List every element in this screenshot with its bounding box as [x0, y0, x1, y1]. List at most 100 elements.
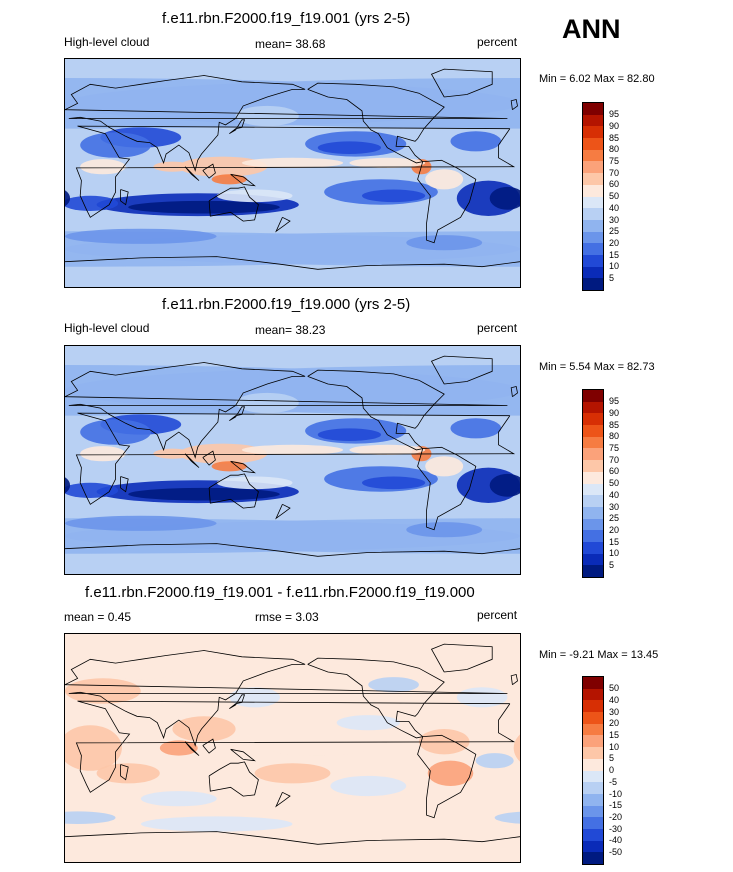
coastline	[75, 700, 516, 793]
field-contour	[80, 159, 126, 175]
colorbar-tick-label: 5	[609, 273, 615, 283]
season-label: ANN	[562, 14, 621, 44]
coastline	[65, 256, 520, 270]
colorbar-tick-label: 70	[609, 167, 620, 178]
field-contour	[211, 461, 247, 472]
field-contour	[489, 473, 520, 497]
coastline	[184, 166, 200, 181]
panel3-minmax: Min = -9.21 Max = 13.45	[539, 649, 659, 661]
field-contour	[241, 444, 344, 455]
colorbar-tick-label: 75	[609, 156, 620, 166]
coastline	[75, 125, 516, 218]
colorbar-tick-label: -5	[609, 776, 618, 787]
colorbar-swatch	[583, 723, 603, 736]
colorbar-tick-label: 50	[609, 191, 620, 202]
colorbar-tick-label: 15	[609, 249, 620, 260]
colorbar-swatch	[583, 184, 603, 197]
colorbar-tick-label: 95	[609, 396, 620, 407]
field-contour	[159, 740, 198, 756]
colorbar-swatch	[583, 161, 603, 174]
field-contour	[349, 157, 426, 168]
colorbar-tick-label: 10	[609, 261, 620, 272]
field-contour	[406, 522, 483, 538]
field-contour	[140, 791, 217, 807]
colorbar-swatch	[583, 817, 603, 829]
colorbar-swatch	[583, 530, 603, 542]
colorbar-swatch	[583, 448, 603, 461]
coastline	[510, 99, 518, 111]
field-contour	[241, 157, 344, 168]
coastline	[230, 460, 256, 474]
field-contour	[96, 763, 160, 784]
colorbar-tick-label: 40	[609, 202, 620, 213]
field-contour	[425, 456, 464, 477]
colorbar-tick-label: -10	[609, 788, 623, 799]
coastline	[208, 761, 259, 797]
colorbar-swatch	[583, 219, 603, 232]
coastline	[307, 369, 445, 451]
colorbar-tick-label: 30	[609, 214, 620, 225]
colorbar-tick-label: 10	[609, 548, 620, 559]
colorbar-tick-label: 5	[609, 753, 615, 764]
colorbar-tick-label: 85	[609, 419, 620, 430]
colorbar-swatch	[583, 712, 603, 724]
field-contour	[65, 811, 116, 824]
colorbar-swatch	[583, 231, 603, 244]
panel2-map	[64, 345, 521, 575]
field-contour	[450, 418, 502, 439]
field-contour	[65, 365, 520, 416]
field-contour	[109, 664, 173, 680]
colorbar-swatch	[583, 471, 603, 484]
panel2-mean: mean= 38.23	[255, 323, 326, 337]
field-contour	[80, 132, 151, 158]
colorbar-tick-label: 5	[609, 560, 615, 570]
colorbar-swatch	[583, 735, 603, 748]
coastline	[120, 476, 129, 493]
coastline	[430, 68, 493, 98]
field-contour	[211, 174, 247, 185]
panel1-title: f.e11.rbn.F2000.f19_f19.001 (yrs 2-5)	[162, 10, 411, 27]
panel1-mean: mean= 38.68	[255, 37, 326, 51]
panel3-colorbar	[582, 676, 604, 865]
coastline	[430, 643, 493, 673]
field-contour	[65, 78, 520, 129]
coastline	[229, 119, 246, 135]
colorbar-tick-label: 25	[609, 226, 620, 237]
panel1-units: percent	[477, 35, 518, 49]
field-contour	[489, 186, 520, 210]
colorbar-tick-label: 20	[609, 237, 620, 248]
coastline	[417, 734, 477, 819]
coastline	[307, 82, 445, 164]
colorbar-swatch	[583, 770, 603, 783]
coastline	[184, 741, 200, 756]
coastline	[208, 473, 259, 509]
coastline	[202, 163, 216, 179]
coastline	[510, 386, 518, 398]
map-canvas	[65, 346, 520, 574]
panel3-title: f.e11.rbn.F2000.f19_f19.001 - f.e11.rbn.…	[85, 584, 475, 601]
colorbar-swatch	[583, 700, 603, 713]
coastline	[202, 450, 216, 466]
field-contour	[172, 716, 236, 742]
colorbar-tick-label: 40	[609, 694, 620, 705]
panel2-left-label: High-level cloud	[64, 321, 150, 335]
field-contour	[450, 131, 502, 152]
coastline	[65, 650, 508, 747]
colorbar-swatch	[583, 401, 603, 414]
field-contour	[128, 200, 280, 214]
field-contour	[267, 740, 369, 756]
coastline	[510, 674, 518, 686]
colorbar-swatch	[583, 114, 603, 127]
colorbar-swatch	[583, 138, 603, 150]
colorbar-tick-label: -15	[609, 800, 623, 811]
field-contour	[235, 392, 299, 414]
field-contour	[65, 678, 141, 704]
field-contour	[65, 725, 122, 771]
colorbar-swatch	[583, 208, 603, 220]
coastline	[65, 75, 508, 172]
colorbar-tick-label: -50	[609, 847, 623, 857]
colorbar-tick-label: 20	[609, 718, 620, 729]
panel1-left-label: High-level cloud	[64, 35, 150, 49]
field-contour	[65, 477, 71, 494]
coastline	[120, 189, 129, 206]
